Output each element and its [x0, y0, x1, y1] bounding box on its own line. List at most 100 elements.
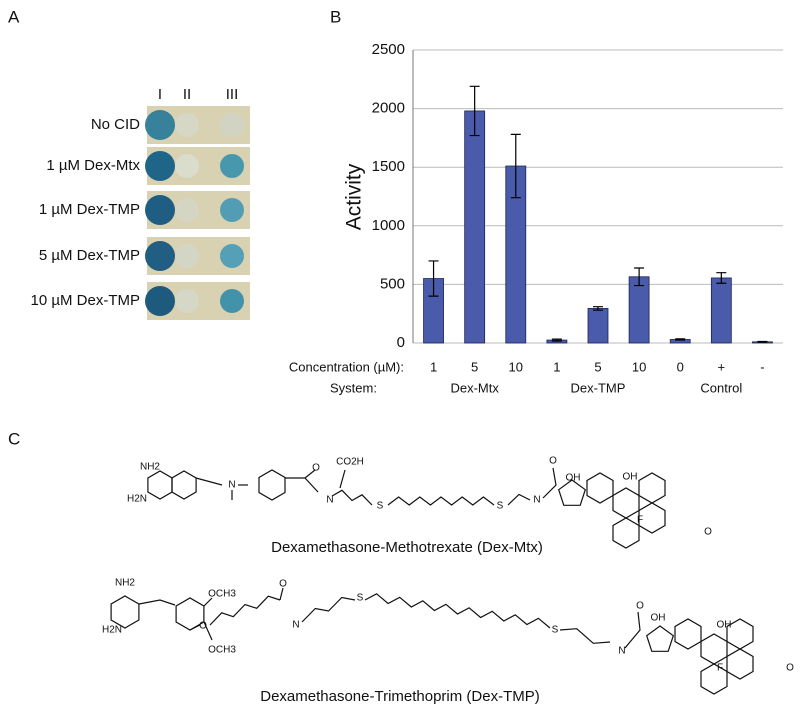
panel-label: C	[8, 429, 20, 448]
atom-label: CO2H	[336, 457, 364, 468]
atom-label: S	[357, 593, 364, 604]
colony-spot	[145, 241, 175, 271]
error-bar	[593, 306, 603, 311]
bond	[171, 470, 197, 500]
atom-label: O	[279, 579, 287, 590]
bond	[189, 597, 213, 641]
atom-label: F	[637, 515, 643, 526]
y-tick-label: 2000	[372, 100, 405, 117]
bond	[645, 625, 675, 652]
atom-label: N	[228, 480, 235, 491]
colony-spot	[220, 198, 244, 222]
error-bar	[634, 267, 645, 287]
colony-spot	[145, 286, 175, 316]
bond	[285, 469, 319, 493]
column-label: I	[158, 86, 162, 103]
bond	[557, 479, 587, 506]
colony-spot	[145, 195, 175, 225]
y-tick-label: 500	[380, 275, 405, 292]
error-bar	[757, 340, 768, 343]
error-bar	[675, 338, 686, 341]
bond	[674, 618, 702, 650]
atom-label: OCH3	[208, 645, 236, 656]
atom-label: OH	[566, 473, 581, 484]
row-label: 1 µM Dex-TMP	[39, 201, 140, 218]
bond	[638, 502, 666, 534]
row-label: No CID	[91, 116, 140, 133]
atom-label: O	[312, 463, 320, 474]
x-tick-label: 5	[594, 359, 601, 374]
y-tick-label: 0	[397, 334, 405, 351]
x-tick-label: +	[718, 359, 726, 374]
atom-label: S	[377, 501, 384, 512]
bond	[559, 628, 611, 644]
bond	[209, 595, 281, 626]
row-label: 1 µM Dex-Mtx	[46, 157, 140, 174]
atom-label: N	[292, 620, 299, 631]
caption: Dexamethasone-Trimethoprim (Dex-TMP)	[260, 688, 540, 705]
y-tick-label: 1500	[372, 158, 405, 175]
bond	[586, 472, 614, 504]
bond	[700, 663, 728, 695]
x-tick-label: -	[760, 359, 764, 374]
group-label: Dex-Mtx	[450, 380, 499, 395]
atom-label: O	[199, 621, 207, 632]
atom-label: NH2	[140, 462, 160, 473]
bond	[258, 469, 286, 501]
colony-spot	[175, 113, 199, 137]
colony-spot	[175, 198, 199, 222]
atom-label: NH2	[115, 578, 135, 589]
colony-spot	[175, 154, 199, 178]
bond	[364, 593, 551, 629]
bond	[339, 469, 346, 489]
y-axis-title: Activity	[343, 163, 366, 230]
x-tick-label: 1	[553, 359, 560, 374]
atom-label: H2N	[127, 494, 147, 505]
panel-label: A	[8, 7, 20, 26]
y-tick-label: 1000	[372, 217, 405, 234]
bond	[279, 587, 284, 601]
bond	[726, 648, 754, 680]
bond	[331, 489, 373, 506]
bond	[638, 472, 666, 504]
bond	[147, 470, 173, 500]
atom-label: O	[636, 601, 644, 612]
colony-spot	[145, 110, 175, 140]
panel-label: B	[330, 7, 341, 26]
error-bar	[469, 85, 480, 137]
atom-label: O	[786, 663, 794, 674]
x-tick-label: 1	[430, 359, 437, 374]
x-tick-label: 10	[632, 359, 646, 374]
group-label: Dex-TMP	[571, 380, 626, 395]
atom-label: S	[552, 625, 559, 636]
caption: Dexamethasone-Methotrexate (Dex-Mtx)	[271, 539, 543, 556]
column-label: III	[226, 86, 239, 103]
row-label: Concentration (µM):	[289, 359, 404, 374]
y-tick-label: 2500	[372, 41, 405, 58]
colony-spot	[175, 289, 199, 313]
atom-label: O	[704, 527, 712, 538]
error-bar	[716, 272, 727, 284]
error-bar	[551, 338, 562, 342]
x-tick-label: 10	[509, 359, 523, 374]
atom-label: OH	[623, 472, 638, 483]
atom-label: OCH3	[208, 589, 236, 600]
atom-label: F	[717, 663, 723, 674]
error-bar	[510, 133, 521, 199]
atom-label: N	[533, 495, 540, 506]
bond	[387, 496, 495, 506]
bond	[110, 595, 140, 629]
bond	[195, 477, 223, 486]
atom-label: O	[549, 456, 557, 467]
bar	[710, 277, 732, 344]
colony-spot	[220, 244, 244, 268]
bond	[624, 611, 641, 649]
atom-label: OH	[717, 620, 732, 631]
bond	[612, 487, 640, 519]
bond	[700, 633, 728, 665]
colony-spot	[145, 151, 175, 181]
row-label: System:	[330, 380, 377, 395]
colony-spot	[175, 244, 199, 268]
atom-label: N	[618, 646, 625, 657]
